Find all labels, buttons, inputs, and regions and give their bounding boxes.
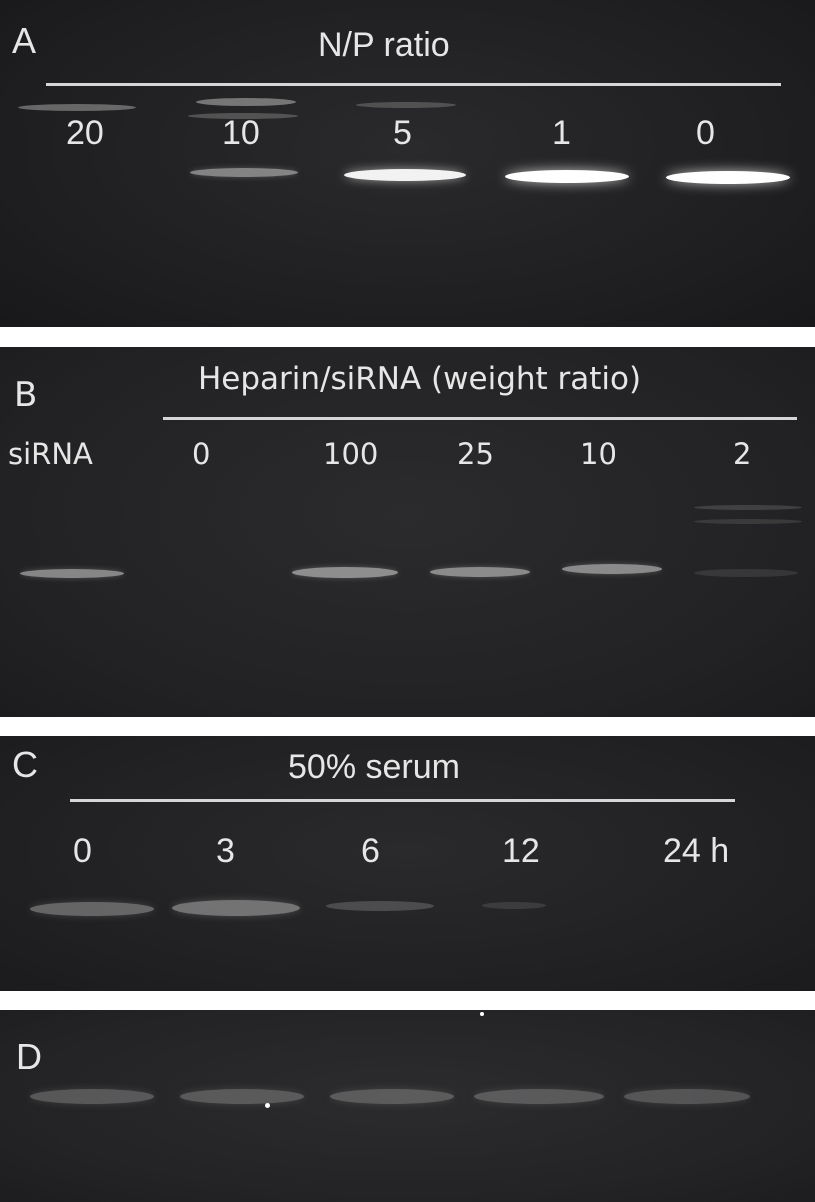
sirna-band — [430, 567, 530, 577]
panel-b-rule — [163, 417, 797, 420]
sirna-band — [172, 900, 300, 916]
lane-label: 5 — [393, 114, 412, 152]
panel-letter-c: C — [12, 744, 38, 785]
sirna-band — [326, 901, 434, 911]
faint-band — [694, 519, 802, 524]
well-band — [356, 102, 456, 108]
lane-label: 0 — [73, 832, 92, 870]
gel-panel-d: D — [0, 1010, 815, 1202]
sirna-band — [624, 1089, 750, 1104]
panel-letter-d: D — [16, 1036, 42, 1077]
sirna-band — [30, 1089, 154, 1104]
sirna-band — [344, 169, 466, 181]
panel-c-title: 50% serum — [288, 748, 460, 786]
sirna-band — [505, 170, 629, 183]
sirna-band — [30, 902, 154, 916]
sirna-band — [666, 171, 790, 184]
panel-letter-b: B — [14, 375, 38, 415]
lane-label: 1 — [552, 114, 571, 152]
faint-band — [694, 505, 802, 510]
sirna-band — [562, 564, 662, 574]
lane-label: 10 — [222, 114, 260, 152]
sirna-band — [180, 1089, 304, 1104]
well-band — [18, 104, 136, 111]
lane-label: 24 h — [663, 832, 730, 870]
sirna-band — [190, 168, 298, 177]
panel-b-title: Heparin/siRNA (weight ratio) — [198, 361, 642, 397]
control-lane-label: siRNA — [8, 437, 93, 471]
panel-a-rule — [46, 83, 781, 86]
lane-label: 100 — [323, 437, 379, 471]
gel-panel-b: B Heparin/siRNA (weight ratio) siRNA 0 1… — [0, 347, 815, 717]
panel-letter-a: A — [12, 20, 37, 61]
lane-label: 25 — [457, 437, 494, 471]
lane-label: 20 — [66, 114, 104, 152]
gel-panel-c: C 50% serum 0 3 6 12 24 h — [0, 736, 815, 991]
sirna-band — [474, 1089, 604, 1104]
lane-label: 12 — [502, 832, 540, 870]
faint-band — [694, 569, 798, 577]
gel-panel-a: A N/P ratio 20 10 5 1 0 — [0, 0, 815, 327]
lane-label: 0 — [192, 437, 211, 471]
sirna-band — [20, 569, 124, 578]
well-band — [196, 98, 296, 106]
lane-label: 3 — [216, 832, 235, 870]
lane-label: 2 — [733, 437, 752, 471]
sirna-band — [330, 1089, 454, 1104]
dust-speck — [480, 1012, 484, 1016]
well-band — [188, 113, 298, 119]
panel-a-title: N/P ratio — [318, 26, 450, 64]
panel-c-rule — [70, 799, 735, 802]
lane-label: 6 — [361, 832, 380, 870]
sirna-band — [482, 902, 546, 909]
dust-speck — [265, 1103, 270, 1108]
lane-label: 10 — [580, 437, 617, 471]
sirna-band — [292, 567, 398, 578]
lane-label: 0 — [696, 114, 715, 152]
